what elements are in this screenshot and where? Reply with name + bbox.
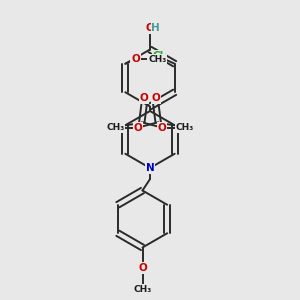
Text: N: N: [146, 163, 154, 173]
Text: O: O: [152, 93, 160, 103]
Text: O: O: [138, 263, 147, 273]
Text: Cl: Cl: [153, 51, 164, 61]
Text: O: O: [146, 23, 154, 33]
Text: O: O: [134, 123, 142, 133]
Text: O: O: [131, 54, 140, 64]
Text: CH₃: CH₃: [134, 285, 152, 294]
Text: H: H: [151, 23, 160, 33]
Text: CH₃: CH₃: [106, 123, 124, 132]
Text: O: O: [158, 123, 167, 133]
Text: O: O: [140, 93, 148, 103]
Text: CH₃: CH₃: [148, 55, 166, 64]
Text: CH₃: CH₃: [176, 123, 194, 132]
